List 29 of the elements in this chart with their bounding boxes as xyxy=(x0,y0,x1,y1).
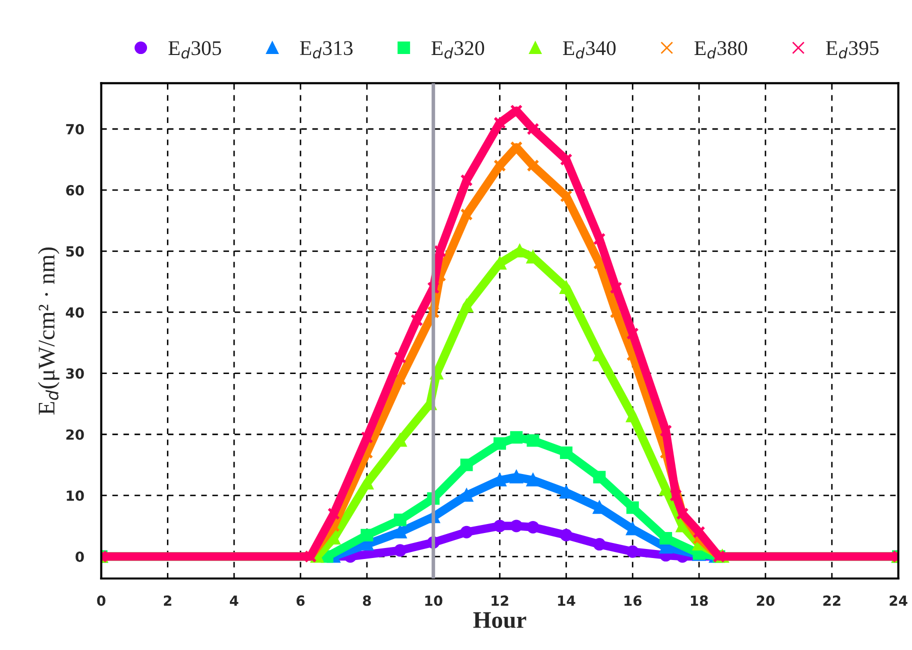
x-tick-label: 4 xyxy=(230,596,238,606)
y-tick-label: 20 xyxy=(66,429,84,440)
legend-label: E$_{d}$305 xyxy=(168,41,222,59)
legend-label: E$_{d}$395 xyxy=(826,41,879,59)
x-tick-label: 14 xyxy=(558,596,576,606)
y-tick-label: 10 xyxy=(66,490,84,501)
y-axis-title: E$_{d}$(μW/cm² · nm) xyxy=(38,248,60,415)
legend-label: E$_{d}$320 xyxy=(432,41,484,59)
x-tick-label: 18 xyxy=(690,595,708,606)
y-tick-label: 30 xyxy=(66,368,84,379)
y-tick-label: 60 xyxy=(66,185,84,196)
x-tick-label: 8 xyxy=(362,595,371,606)
y-tick-label: 40 xyxy=(66,307,84,318)
y-tick-label: 0 xyxy=(76,551,84,562)
x-tick-label: 20 xyxy=(756,595,774,606)
x-tick-label: 0 xyxy=(97,595,106,606)
x-tick-label: 24 xyxy=(890,595,908,606)
x-tick-label: 6 xyxy=(296,595,305,606)
x-tick-label: 10 xyxy=(425,595,442,606)
x-axis-title: Hour xyxy=(473,612,526,628)
legend-label: E$_{d}$380 xyxy=(694,41,748,59)
legend-label: E$_{d}$313 xyxy=(300,41,353,59)
x-tick-label: 12 xyxy=(492,595,508,606)
y-tick-label: 70 xyxy=(66,124,84,134)
x-tick-label: 16 xyxy=(624,595,642,606)
x-tick-label: 22 xyxy=(823,595,840,606)
legend-label: E$_{d}$340 xyxy=(563,41,616,59)
y-tick-label: 50 xyxy=(66,246,84,257)
x-tick-label: 2 xyxy=(164,595,172,606)
